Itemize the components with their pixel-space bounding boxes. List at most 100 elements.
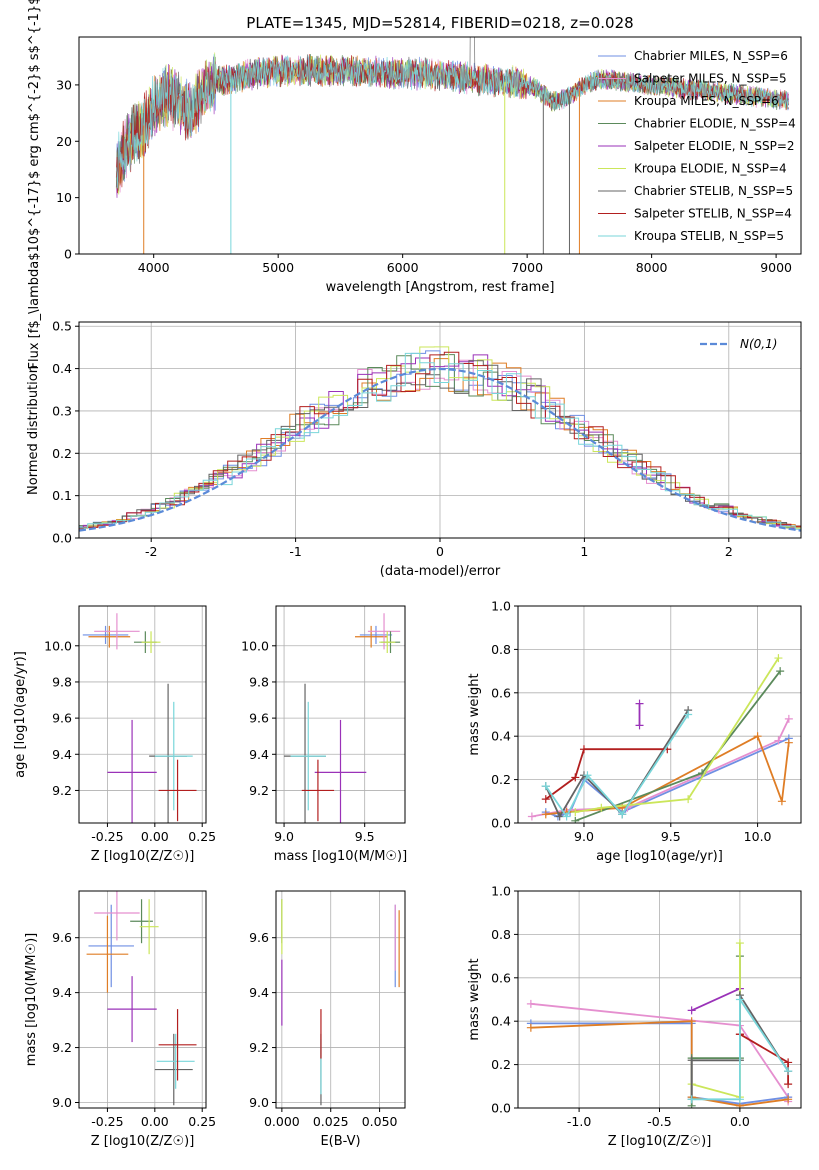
normal-curve — [79, 367, 801, 532]
y-axis-label: Normed distribution — [26, 365, 41, 495]
y-tick-label: 0 — [64, 247, 72, 262]
weight-point-marker — [541, 782, 550, 791]
legend-entry: Kroupa STELIB, N_SSP=5 — [634, 229, 784, 243]
x-tick-label: 0.025 — [313, 1114, 349, 1129]
weight-point-marker — [571, 816, 580, 823]
x-tick-label: -1 — [289, 544, 301, 559]
legend-entry: Chabrier ELODIE, N_SSP=4 — [634, 117, 796, 131]
x-axis-label: mass [log10(M/M☉)] — [274, 849, 407, 864]
histogram-steps — [79, 346, 801, 532]
x-axis-label: Z [log10(Z/Z☉)] — [91, 1134, 195, 1149]
y-tick-label: 0.8 — [491, 642, 511, 657]
weight-series-line — [575, 657, 780, 813]
y-tick-label: 0.0 — [491, 816, 511, 831]
weight-point-marker — [579, 745, 588, 754]
weight-point-marker — [635, 721, 644, 730]
y-tick-label: 0.2 — [52, 446, 72, 461]
plot-frame-age-vs-mass — [275, 605, 406, 824]
x-tick-label: -2 — [145, 544, 157, 559]
weight-point-marker — [597, 803, 606, 812]
weight-point-marker — [687, 1056, 696, 1065]
y-tick-label: 10 — [56, 190, 72, 205]
x-axis-label: Z [log10(Z/Z☉)] — [608, 1134, 712, 1149]
weight-point-marker — [776, 667, 785, 676]
weight-lines — [526, 939, 793, 1108]
axes-weight-vs-Z: -1.0 -0.5 0.0 0.0 0.2 0.4 0.6 0.8 1.0 Z [log10(Z/… — [467, 884, 802, 1149]
y-tick-label: 0.8 — [491, 927, 511, 942]
weight-lines — [527, 654, 793, 823]
weight-point-marker — [784, 1067, 793, 1076]
y-axis-label: mass [log10(M/M☉)] — [24, 933, 39, 1066]
plot-frame-residuals — [78, 321, 802, 539]
x-axis-label: age [log10(age/yr)] — [596, 849, 723, 864]
axes-spectrum: 4000 5000 6000 7000 8000 9000 0 10 20 30 wavelengt… — [27, 0, 802, 369]
y-tick-label: 1.0 — [491, 599, 511, 614]
y-tick-label: 0.0 — [52, 531, 72, 546]
x-axis-label: (data-model)/error — [380, 564, 501, 579]
x-tick-label: 0.050 — [362, 1114, 398, 1129]
plot-frame-age-vs-Z — [78, 605, 207, 824]
legend-entry: Chabrier STELIB, N_SSP=5 — [634, 184, 793, 198]
x-tick-label: 4000 — [138, 260, 170, 275]
y-tick-label: 0.4 — [491, 729, 511, 744]
x-tick-label: 5000 — [262, 260, 294, 275]
legend-entry: Chabrier MILES, N_SSP=6 — [634, 49, 788, 63]
y-axis-label: Flux [f$_\lambda$10$^{-17}$ erg cm$^{-2}… — [27, 0, 42, 369]
legend-entry: Kroupa ELODIE, N_SSP=4 — [634, 162, 787, 176]
y-tick-label: 9.4 — [249, 747, 269, 762]
weight-point-marker — [774, 654, 783, 663]
x-tick-label: 9.5 — [355, 829, 375, 844]
y-tick-label: 9.0 — [249, 1095, 269, 1110]
axes-age-vs-mass: 9.0 9.5 9.2 9.4 9.6 9.8 10.0 mass [log10(M/M☉)] — [241, 605, 407, 864]
y-tick-label: 9.8 — [249, 674, 269, 689]
weight-point-marker — [541, 810, 550, 819]
y-tick-label: 0.6 — [491, 685, 511, 700]
weight-point-marker — [618, 810, 627, 819]
y-tick-label: 0.5 — [52, 319, 72, 334]
errorbar-points — [82, 613, 197, 823]
x-tick-label: 0 — [436, 544, 444, 559]
weight-point-marker — [583, 771, 592, 780]
legend-entry: Salpeter STELIB, N_SSP=4 — [634, 207, 792, 221]
x-tick-label: 1 — [580, 544, 588, 559]
x-axis-label: E(B-V) — [320, 1134, 360, 1149]
weight-point-marker — [687, 1095, 696, 1104]
legend: Chabrier MILES, N_SSP=6 Salpeter MILES, N… — [598, 49, 796, 243]
weight-point-marker — [527, 812, 536, 821]
weight-point-marker — [753, 732, 762, 741]
plot-frame-mass-vs-EBV — [275, 890, 406, 1109]
weight-point-marker — [555, 812, 564, 821]
x-tick-label: 6000 — [387, 260, 419, 275]
y-tick-label: 0.2 — [491, 1057, 511, 1072]
plot-frame-weight-vs-age — [517, 605, 802, 824]
y-axis-label: mass weight — [467, 673, 482, 755]
weight-point-marker — [571, 773, 580, 782]
y-tick-label: 9.2 — [52, 783, 72, 798]
y-tick-label: 20 — [56, 134, 72, 149]
x-tick-label: 0.25 — [188, 1114, 216, 1129]
y-tick-label: 9.2 — [52, 1040, 72, 1055]
y-tick-label: 9.6 — [249, 711, 269, 726]
weight-point-marker — [562, 812, 571, 821]
errorbar-points — [86, 891, 197, 1106]
x-tick-label: -0.25 — [91, 829, 123, 844]
errorbar-points — [284, 613, 401, 823]
x-tick-label: 9000 — [760, 260, 792, 275]
x-tick-label: 10.0 — [744, 829, 772, 844]
weight-point-marker — [684, 795, 693, 804]
x-tick-label: 9.0 — [274, 829, 294, 844]
y-tick-label: 9.6 — [52, 711, 72, 726]
y-tick-label: 9.2 — [249, 1040, 269, 1055]
axes-mass-vs-Z: -0.25 0.00 0.25 9.0 9.2 9.4 9.6 Z [log10(Z/Z☉)]… — [24, 890, 216, 1149]
axes-residuals: -2 -1 0 1 2 0.0 0.1 0.2 0.3 0.4 0.5 (data-model)/er… — [26, 319, 802, 579]
y-tick-label: 9.4 — [249, 985, 269, 1000]
y-tick-label: 9.2 — [249, 783, 269, 798]
plot-frame-spectrum — [78, 36, 802, 255]
weight-series-line — [691, 996, 789, 1101]
chart-title: PLATE=1345, MJD=52814, FIBERID=0218, z=0… — [246, 14, 633, 32]
axes-age-vs-Z: -0.25 0.00 0.25 9.2 9.4 9.6 9.8 10.0 Z [log10(Z/… — [13, 605, 216, 864]
y-tick-label: 0.4 — [491, 1014, 511, 1029]
y-tick-label: 0.4 — [52, 361, 72, 376]
x-tick-label: -1.0 — [567, 1114, 591, 1129]
